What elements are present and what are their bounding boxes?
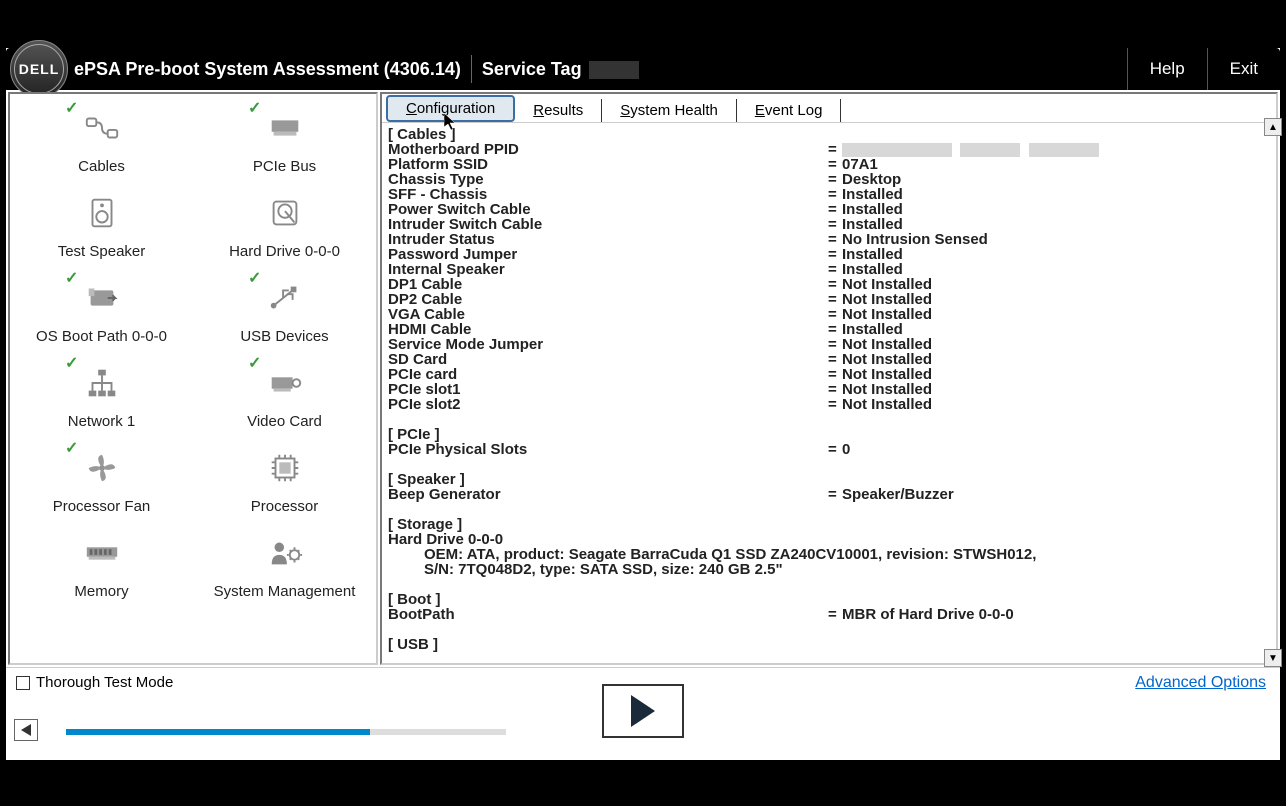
tab-event-log[interactable]: Event Log <box>737 99 842 122</box>
config-row: SFF - Chassis= Installed <box>388 187 1272 202</box>
scroll-up-button[interactable]: ▲ <box>1264 118 1282 136</box>
header-bar: DELL ePSA Pre-boot System Assessment (43… <box>6 48 1280 90</box>
content-panel: ConfigurationResultsSystem HealthEvent L… <box>380 92 1278 665</box>
config-row: Internal Speaker= Installed <box>388 262 1272 277</box>
hw-label: Video Card <box>247 413 322 430</box>
configuration-body: [ Cables ]Motherboard PPID= Platform SSI… <box>382 122 1276 663</box>
config-row: DP2 Cable= Not Installed <box>388 292 1272 307</box>
check-icon: ✓ <box>248 353 261 373</box>
config-section: [ Speaker ] <box>388 472 1272 487</box>
progress-bar <box>66 729 506 735</box>
config-row: Beep Generator= Speaker/Buzzer <box>388 487 1272 502</box>
config-row: BootPath= MBR of Hard Drive 0-0-0 <box>388 607 1272 622</box>
dell-logo: DELL <box>10 40 68 98</box>
config-section: [ Boot ] <box>388 592 1272 607</box>
cables-icon <box>83 104 121 152</box>
config-line: Hard Drive 0-0-0 <box>388 532 1272 547</box>
config-row: DP1 Cable= Not Installed <box>388 277 1272 292</box>
network-icon <box>83 359 121 407</box>
hw-item-video[interactable]: ✓ Video Card <box>193 349 376 434</box>
header-title: ePSA Pre-boot System Assessment (4306.14… <box>74 59 461 80</box>
service-tag-label: Service Tag <box>482 59 639 80</box>
header-divider <box>471 55 472 83</box>
help-button[interactable]: Help <box>1127 48 1207 90</box>
hw-label: Memory <box>74 583 128 600</box>
config-row: Chassis Type= Desktop <box>388 172 1272 187</box>
config-section: [ Storage ] <box>388 517 1272 532</box>
config-row: Motherboard PPID= <box>388 142 1272 157</box>
hw-item-network[interactable]: ✓ Network 1 <box>10 349 193 434</box>
hw-label: System Management <box>214 583 356 600</box>
footer-bar: Thorough Test Mode Advanced Options <box>6 667 1280 747</box>
hw-item-hdd[interactable]: Hard Drive 0-0-0 <box>193 179 376 264</box>
check-icon: ✓ <box>65 353 78 373</box>
hw-label: Processor <box>251 498 319 515</box>
config-row: VGA Cable= Not Installed <box>388 307 1272 322</box>
config-line: OEM: ATA, product: Seagate BarraCuda Q1 … <box>388 547 1272 562</box>
usb-icon <box>266 274 304 322</box>
hw-item-cables[interactable]: ✓ Cables <box>10 94 193 179</box>
thorough-test-checkbox[interactable]: Thorough Test Mode <box>16 674 173 691</box>
hw-label: PCIe Bus <box>253 158 316 175</box>
hw-label: OS Boot Path 0-0-0 <box>36 328 167 345</box>
config-section: [ PCIe ] <box>388 427 1272 442</box>
sysmgmt-icon <box>266 529 304 577</box>
hw-label: USB Devices <box>240 328 328 345</box>
config-line: S/N: 7TQ048D2, type: SATA SSD, size: 240… <box>388 562 1272 577</box>
hw-item-usb[interactable]: ✓ USB Devices <box>193 264 376 349</box>
cpu-icon <box>266 444 304 492</box>
tab-results[interactable]: Results <box>515 99 602 122</box>
speaker-icon <box>83 189 121 237</box>
hw-label: Network 1 <box>68 413 136 430</box>
check-icon: ✓ <box>65 438 78 458</box>
hw-item-memory[interactable]: Memory <box>10 519 193 604</box>
hw-item-fan[interactable]: ✓ Processor Fan <box>10 434 193 519</box>
fan-icon <box>83 444 121 492</box>
config-row: Power Switch Cable= Installed <box>388 202 1272 217</box>
tab-bar: ConfigurationResultsSystem HealthEvent L… <box>382 94 1276 122</box>
config-row: Service Mode Jumper= Not Installed <box>388 337 1272 352</box>
config-row: Platform SSID= 07A1 <box>388 157 1272 172</box>
config-row: Password Jumper= Installed <box>388 247 1272 262</box>
hw-label: Test Speaker <box>58 243 146 260</box>
advanced-options-link[interactable]: Advanced Options <box>1135 674 1266 692</box>
config-section: [ Cables ] <box>388 127 1272 142</box>
config-row: PCIe slot1= Not Installed <box>388 382 1272 397</box>
hw-label: Hard Drive 0-0-0 <box>229 243 340 260</box>
scroll-down-button[interactable]: ▼ <box>1264 649 1282 667</box>
tab-system-health[interactable]: System Health <box>602 99 737 122</box>
config-row: Intruder Switch Cable= Installed <box>388 217 1272 232</box>
check-icon: ✓ <box>248 268 261 288</box>
hdd-icon <box>266 189 304 237</box>
config-row: HDMI Cable= Installed <box>388 322 1272 337</box>
tab-configuration[interactable]: Configuration <box>386 95 515 122</box>
bootpath-icon <box>83 274 121 322</box>
hw-item-pciebus[interactable]: ✓ PCIe Bus <box>193 94 376 179</box>
pciebus-icon <box>266 104 304 152</box>
back-button[interactable] <box>14 719 38 741</box>
config-section: [ USB ] <box>388 637 1272 652</box>
config-row: PCIe slot2= Not Installed <box>388 397 1272 412</box>
video-icon <box>266 359 304 407</box>
config-row: PCIe card= Not Installed <box>388 367 1272 382</box>
hw-item-bootpath[interactable]: ✓ OS Boot Path 0-0-0 <box>10 264 193 349</box>
config-row: Intruder Status= No Intrusion Sensed <box>388 232 1272 247</box>
hardware-sidebar: ✓ Cables ✓ PCIe Bus Test Speaker Hard Drive 0… <box>8 92 378 665</box>
hw-item-speaker[interactable]: Test Speaker <box>10 179 193 264</box>
play-button[interactable] <box>602 684 684 738</box>
exit-button[interactable]: Exit <box>1207 48 1280 90</box>
hw-label: Cables <box>78 158 125 175</box>
hw-label: Processor Fan <box>53 498 151 515</box>
hw-item-sysmgmt[interactable]: System Management <box>193 519 376 604</box>
service-tag-value-redacted <box>589 61 639 79</box>
hw-item-cpu[interactable]: Processor <box>193 434 376 519</box>
config-row: SD Card= Not Installed <box>388 352 1272 367</box>
memory-icon <box>83 529 121 577</box>
app-window: DELL ePSA Pre-boot System Assessment (43… <box>6 48 1280 760</box>
config-row: PCIe Physical Slots= 0 <box>388 442 1272 457</box>
check-icon: ✓ <box>65 268 78 288</box>
check-icon: ✓ <box>248 98 261 118</box>
check-icon: ✓ <box>65 98 78 118</box>
